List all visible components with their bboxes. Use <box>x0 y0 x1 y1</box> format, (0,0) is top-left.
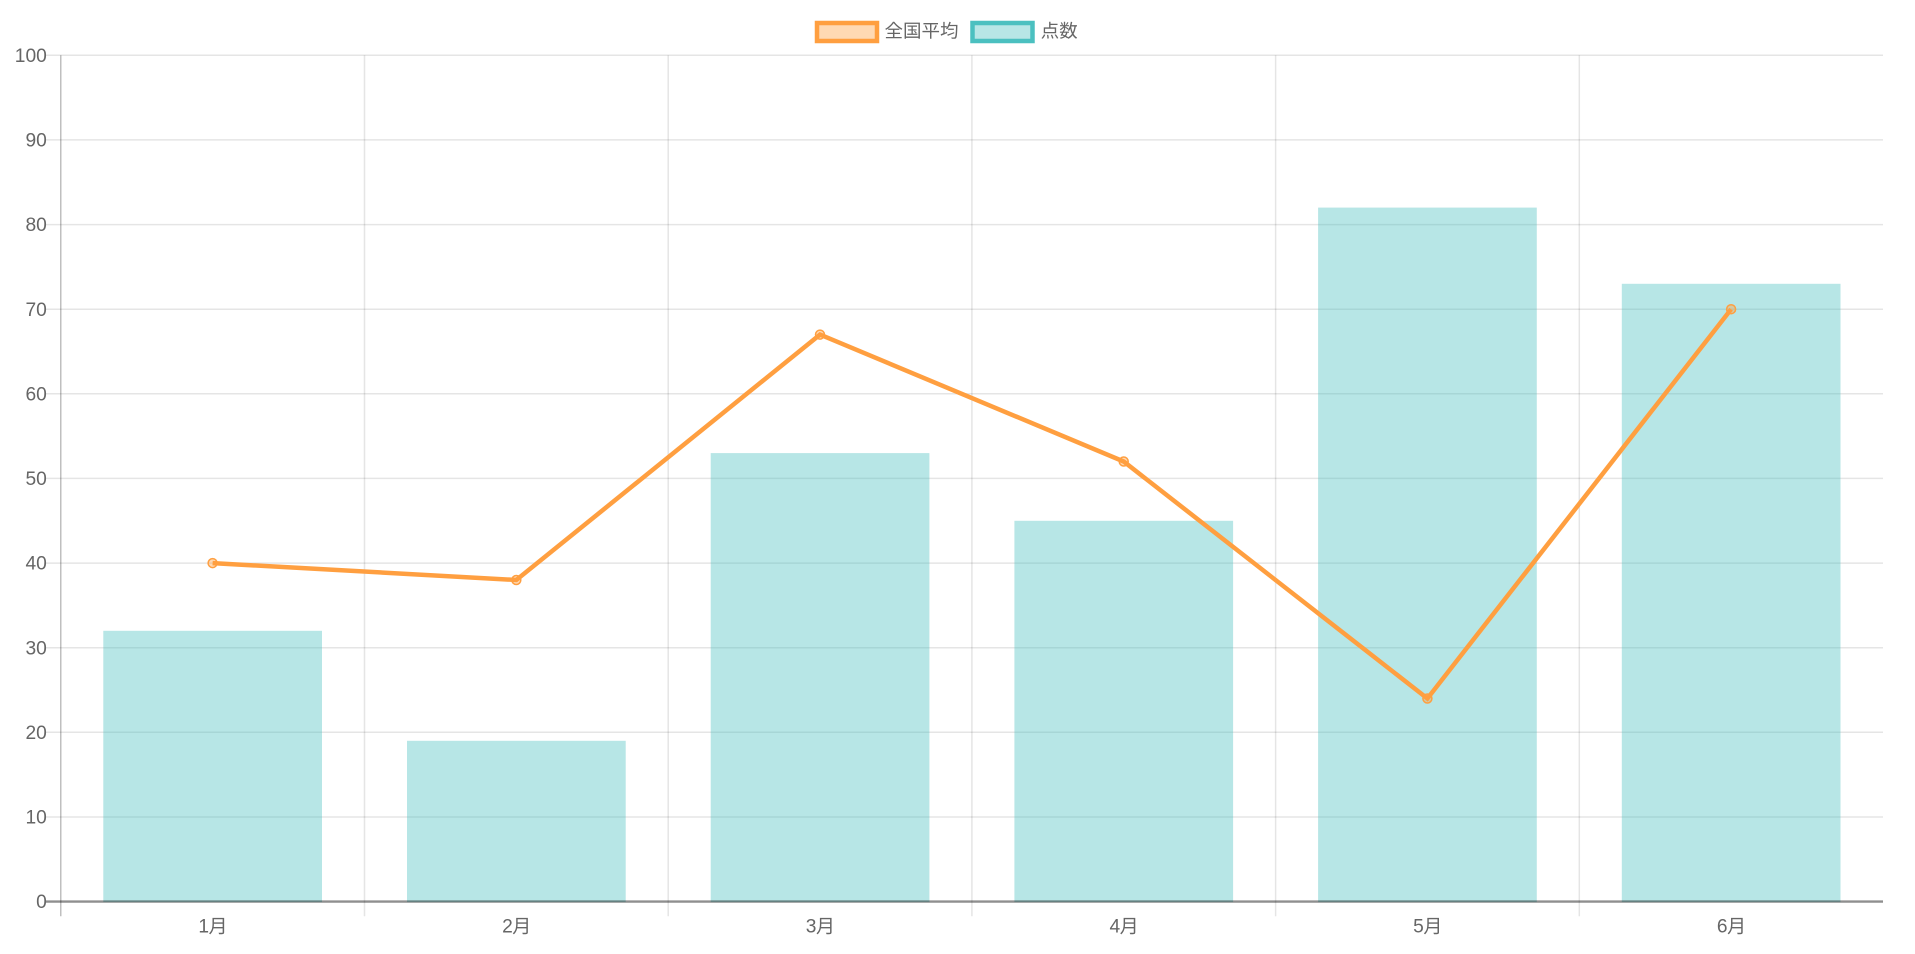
svg-text:90: 90 <box>25 131 46 152</box>
svg-text:5: 5 <box>1413 917 1424 938</box>
svg-text:6: 6 <box>1717 917 1728 938</box>
svg-text:10: 10 <box>25 808 46 829</box>
svg-text:4: 4 <box>1109 917 1120 938</box>
svg-text:0: 0 <box>36 892 47 913</box>
svg-text:80: 80 <box>25 215 46 236</box>
svg-text:30: 30 <box>25 638 46 659</box>
svg-text:2: 2 <box>502 917 513 938</box>
svg-text:50: 50 <box>25 469 46 490</box>
svg-text:70: 70 <box>25 300 46 321</box>
svg-text:1: 1 <box>198 917 209 938</box>
svg-text:40: 40 <box>25 554 46 575</box>
svg-text:3: 3 <box>806 917 817 938</box>
svg-text:100: 100 <box>15 46 47 67</box>
svg-text:20: 20 <box>25 723 46 744</box>
svg-text:60: 60 <box>25 384 46 405</box>
